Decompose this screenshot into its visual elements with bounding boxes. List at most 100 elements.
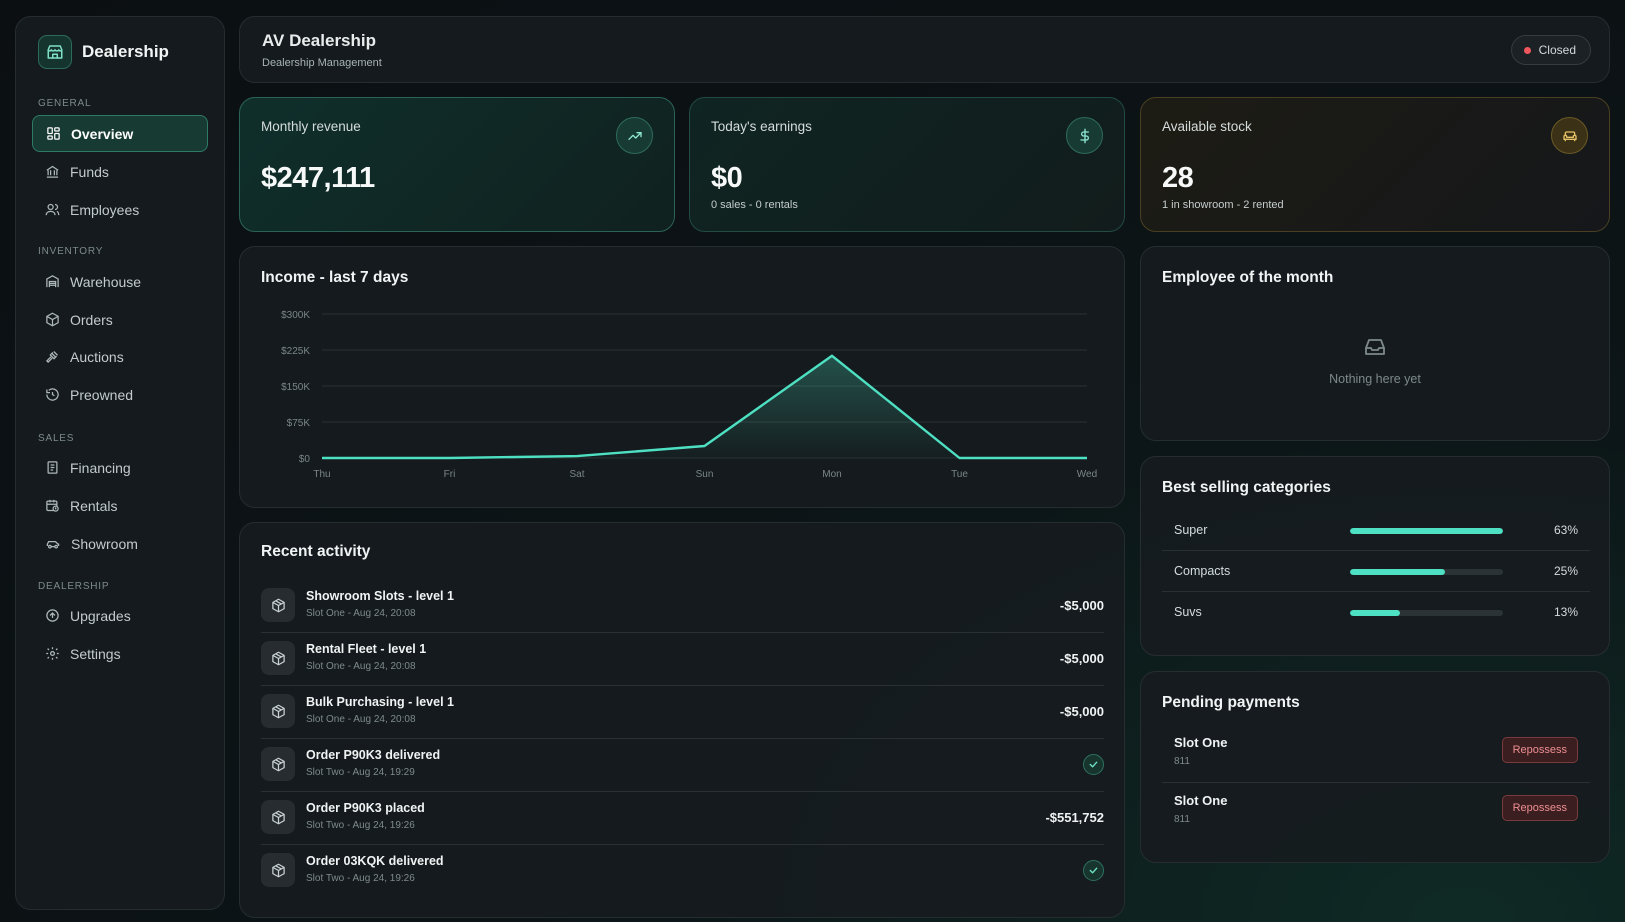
activity-row[interactable]: Order P90K3 delivered Slot Two - Aug 24,…	[261, 739, 1104, 792]
sidebar-item-label: Funds	[70, 163, 109, 180]
sofa-icon	[1551, 117, 1588, 154]
y-tick-label: $150K	[281, 382, 310, 393]
history-icon	[46, 388, 59, 401]
store-icon	[38, 35, 72, 69]
activity-title: Bulk Purchasing - level 1	[306, 695, 454, 709]
status-badge[interactable]: Closed	[1510, 35, 1591, 65]
sidebar-item-financing[interactable]: Financing	[32, 449, 208, 486]
pending-payments-card: Pending payments Slot One 811 Repossess …	[1140, 671, 1610, 863]
x-tick-label: Fri	[444, 469, 456, 480]
check-icon	[1083, 860, 1104, 881]
category-name: Compacts	[1174, 564, 1231, 578]
status-dot-icon	[1523, 46, 1531, 54]
sidebar-item-auctions[interactable]: Auctions	[32, 338, 208, 375]
sidebar-item-label: Preowned	[70, 386, 134, 403]
x-tick-label: Sat	[569, 469, 584, 480]
repossess-button[interactable]: Repossess	[1501, 737, 1578, 763]
available-stock-card: Available stock 28 1 in showroom - 2 ren…	[1140, 97, 1610, 232]
category-percent: 25%	[1553, 564, 1578, 578]
warehouse-icon	[46, 275, 59, 288]
sidebar-item-warehouse[interactable]: Warehouse	[32, 263, 208, 300]
nav-section-dealership: DEALERSHIP	[38, 581, 110, 592]
dollar-icon	[1066, 117, 1103, 154]
page-title: AV Dealership	[262, 31, 377, 50]
pending-title: Pending payments	[1162, 694, 1300, 711]
x-tick-label: Sun	[696, 469, 714, 480]
activity-title: Rental Fleet - level 1	[306, 642, 427, 656]
sidebar: Dealership GENERAL Overview Funds Employ…	[15, 16, 225, 910]
activity-row[interactable]: Showroom Slots - level 1 Slot One - Aug …	[261, 580, 1104, 633]
activity-amount: -$5,000	[1059, 651, 1104, 666]
sidebar-item-settings[interactable]: Settings	[32, 635, 208, 672]
activity-title: Order P90K3 placed	[306, 801, 425, 815]
series-line	[322, 354, 1087, 460]
car-icon	[46, 541, 60, 549]
stat-value: $0	[711, 162, 743, 194]
sidebar-item-label: Settings	[70, 645, 121, 662]
x-tick-label: Wed	[1077, 469, 1097, 480]
empty-text: Nothing here yet	[1329, 372, 1421, 386]
payment-name: Slot One	[1174, 735, 1228, 750]
activity-row[interactable]: Bulk Purchasing - level 1 Slot One - Aug…	[261, 686, 1104, 739]
y-tick-label: $225K	[281, 346, 310, 357]
y-tick-label: $0	[299, 454, 311, 465]
grid-icon	[47, 127, 60, 140]
eotm-title: Employee of the month	[1162, 269, 1334, 286]
check-icon	[1083, 754, 1104, 775]
sidebar-item-showroom[interactable]: Showroom	[32, 525, 208, 562]
activity-meta: Slot One - Aug 24, 20:08	[306, 661, 416, 672]
category-progress-fill	[1350, 569, 1445, 575]
arrow-up-circle-icon	[46, 609, 59, 622]
sidebar-item-funds[interactable]: Funds	[32, 153, 208, 190]
package-icon	[261, 853, 295, 887]
repossess-button[interactable]: Repossess	[1501, 795, 1578, 821]
activity-row[interactable]: Rental Fleet - level 1 Slot One - Aug 24…	[261, 633, 1104, 686]
category-progress-fill	[1350, 610, 1401, 616]
top-header: AV Dealership Dealership Management Clos…	[239, 16, 1610, 83]
category-progress-track	[1350, 610, 1503, 616]
recent-activity-card: Recent activity Showroom Slots - level 1…	[239, 522, 1125, 918]
activity-row[interactable]: Order 03KQK delivered Slot Two - Aug 24,…	[261, 845, 1104, 898]
users-icon	[45, 203, 60, 216]
sidebar-item-label: Showroom	[71, 535, 138, 552]
sidebar-item-rentals[interactable]: Rentals	[32, 487, 208, 524]
employee-of-month-card: Employee of the month Nothing here yet	[1140, 246, 1610, 441]
sidebar-item-label: Orders	[70, 311, 113, 328]
stat-label: Today's earnings	[711, 119, 812, 134]
payment-row: Slot One 811 Repossess	[1162, 725, 1590, 783]
best-selling-card: Best selling categories Super 63% Compac…	[1140, 456, 1610, 656]
activity-title: Showroom Slots - level 1	[306, 589, 454, 603]
nav-section-inventory: INVENTORY	[38, 246, 104, 257]
bestselling-title: Best selling categories	[1162, 479, 1331, 496]
activity-row[interactable]: Order P90K3 placed Slot Two - Aug 24, 19…	[261, 792, 1104, 845]
activity-amount: -$5,000	[1059, 598, 1104, 613]
activity-amount: -$551,752	[1045, 810, 1104, 825]
stat-sub: 0 sales - 0 rentals	[711, 199, 798, 211]
category-row: Super 63%	[1162, 510, 1590, 551]
y-tick-label: $75K	[287, 418, 311, 429]
payment-name: Slot One	[1174, 793, 1228, 808]
sidebar-item-upgrades[interactable]: Upgrades	[32, 597, 208, 634]
sidebar-item-label: Rentals	[70, 497, 118, 514]
activity-meta: Slot Two - Aug 24, 19:26	[306, 873, 415, 884]
brand[interactable]: Dealership	[38, 35, 169, 69]
package-icon	[261, 800, 295, 834]
category-progress-fill	[1350, 528, 1503, 534]
calendar-clock-icon	[46, 499, 59, 512]
package-icon	[261, 588, 295, 622]
payment-number: 811	[1174, 756, 1190, 767]
sidebar-item-preowned[interactable]: Preowned	[32, 376, 208, 413]
category-name: Suvs	[1174, 605, 1202, 619]
sidebar-item-employees[interactable]: Employees	[32, 191, 208, 228]
package-icon	[261, 641, 295, 675]
sidebar-item-label: Warehouse	[70, 273, 142, 290]
activity-amount: -$5,000	[1059, 704, 1104, 719]
inbox-icon	[1365, 339, 1385, 355]
income-chart-card: Income - last 7 days $0 $75K $150K $225K $30…	[239, 246, 1125, 508]
sidebar-item-orders[interactable]: Orders	[32, 301, 208, 338]
x-tick-label: Tue	[951, 469, 968, 480]
sidebar-item-overview[interactable]: Overview	[32, 115, 208, 152]
empty-state: Nothing here yet	[1141, 335, 1609, 386]
bank-icon	[46, 165, 59, 178]
x-tick-label: Thu	[313, 469, 330, 480]
